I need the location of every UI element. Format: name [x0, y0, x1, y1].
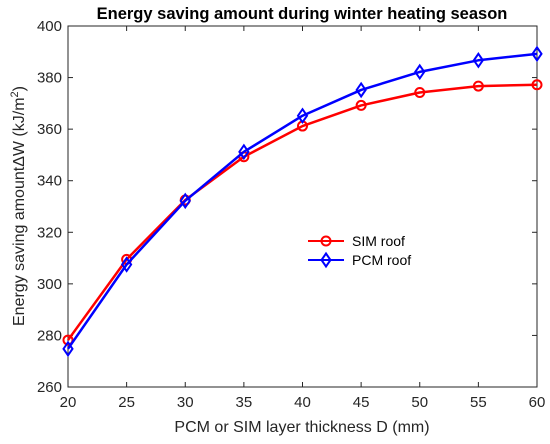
- y-axis-label-main: Energy saving amountΔW (kJ/m: [11, 97, 28, 326]
- legend-label-pcm: PCM roof: [352, 252, 411, 268]
- data-point-pcm-roof: [179, 192, 191, 210]
- data-point-pcm-roof: [120, 256, 133, 273]
- data-point-pcm-roof: [238, 143, 250, 161]
- data-point-pcm-roof: [296, 107, 309, 124]
- x-tick-label: 25: [118, 394, 135, 411]
- data-point-sim-roof: [472, 80, 484, 92]
- y-tick-label: 260: [37, 379, 62, 396]
- y-axis-label: Energy saving amountΔW (kJ/m2): [9, 86, 28, 326]
- data-point-pcm-roof: [62, 340, 74, 358]
- y-axis-label-sup: 2: [9, 91, 21, 97]
- x-tick-label: 50: [411, 394, 428, 411]
- legend-entry-sim: SIM roof: [308, 233, 405, 249]
- legend-marker-pcm: [320, 251, 332, 269]
- data-point-sim-roof: [414, 87, 426, 99]
- chart-title: Energy saving amount during winter heati…: [97, 5, 508, 23]
- data-point-pcm-roof: [531, 45, 543, 63]
- x-tick-label: 20: [60, 394, 77, 411]
- x-axis-label: PCM or SIM layer thickness D (mm): [174, 419, 429, 436]
- x-tick-label: 40: [294, 394, 311, 411]
- series-line-sim-roof: [66, 83, 538, 341]
- legend-marker-sim: [320, 235, 332, 247]
- y-tick-label: 300: [37, 276, 62, 293]
- data-point-sim-roof: [531, 79, 543, 91]
- legend-label-sim: SIM roof: [352, 233, 405, 249]
- data-point-sim-roof: [355, 99, 367, 111]
- y-axis: 260 280 300 320 340 360 380 400: [37, 18, 537, 396]
- y-tick-label: 400: [37, 18, 62, 35]
- y-tick-label: 380: [37, 70, 62, 87]
- x-tick-label: 30: [177, 394, 194, 411]
- x-tick-label: 45: [353, 394, 370, 411]
- data-point-pcm-roof: [355, 81, 367, 99]
- legend-entry-pcm: PCM roof: [308, 251, 411, 269]
- series-pcm-roof: [62, 45, 543, 358]
- x-axis: 20 25 30 35 40 45 50 55 60: [60, 26, 546, 411]
- legend: SIM roof PCM roof: [305, 229, 423, 273]
- data-point-pcm-roof: [472, 52, 485, 69]
- y-tick-label: 320: [37, 224, 62, 241]
- x-tick-label: 60: [529, 394, 546, 411]
- x-tick-label: 35: [236, 394, 253, 411]
- data-point-sim-roof: [62, 334, 74, 346]
- y-axis-label-end: ): [11, 86, 28, 91]
- y-tick-label: 360: [37, 121, 62, 138]
- plot-area: [67, 25, 538, 388]
- x-tick-label: 55: [470, 394, 487, 411]
- series-layer: [62, 45, 543, 358]
- series-line-pcm-roof: [66, 52, 538, 350]
- data-point-pcm-roof: [414, 63, 426, 81]
- y-tick-label: 280: [37, 327, 62, 344]
- y-tick-label: 340: [37, 173, 62, 190]
